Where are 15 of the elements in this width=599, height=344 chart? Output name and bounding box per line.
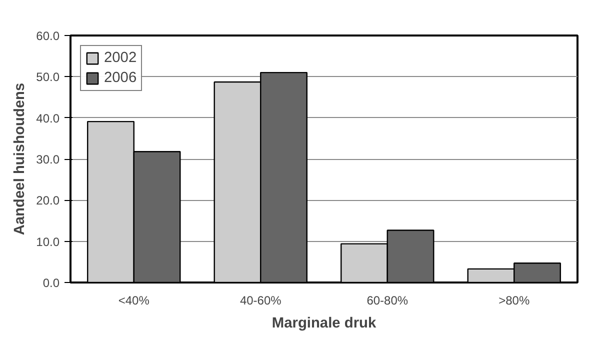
x-axis-title: Marginale druk [272,316,377,332]
x-tick-label: <40% [118,294,150,308]
y-tick-label: 50.0 [36,70,60,84]
y-tick-label: 10.0 [36,234,60,249]
y-tick-label: 30.0 [36,152,60,166]
y-tick-label: 20.0 [36,194,60,208]
y-tick-label: 40.0 [36,111,60,126]
legend-label: 2002 [104,50,137,66]
legend-label: 2006 [104,70,137,86]
y-tick-label: 60.0 [36,29,60,43]
y-axis-title: Aandeel huishoudens [12,82,28,236]
x-tick-label: >80% [498,294,530,308]
x-tick-label: 40-60% [240,294,282,308]
x-tick-label: 60-80% [366,294,408,308]
y-tick-label: 0.0 [42,276,60,290]
